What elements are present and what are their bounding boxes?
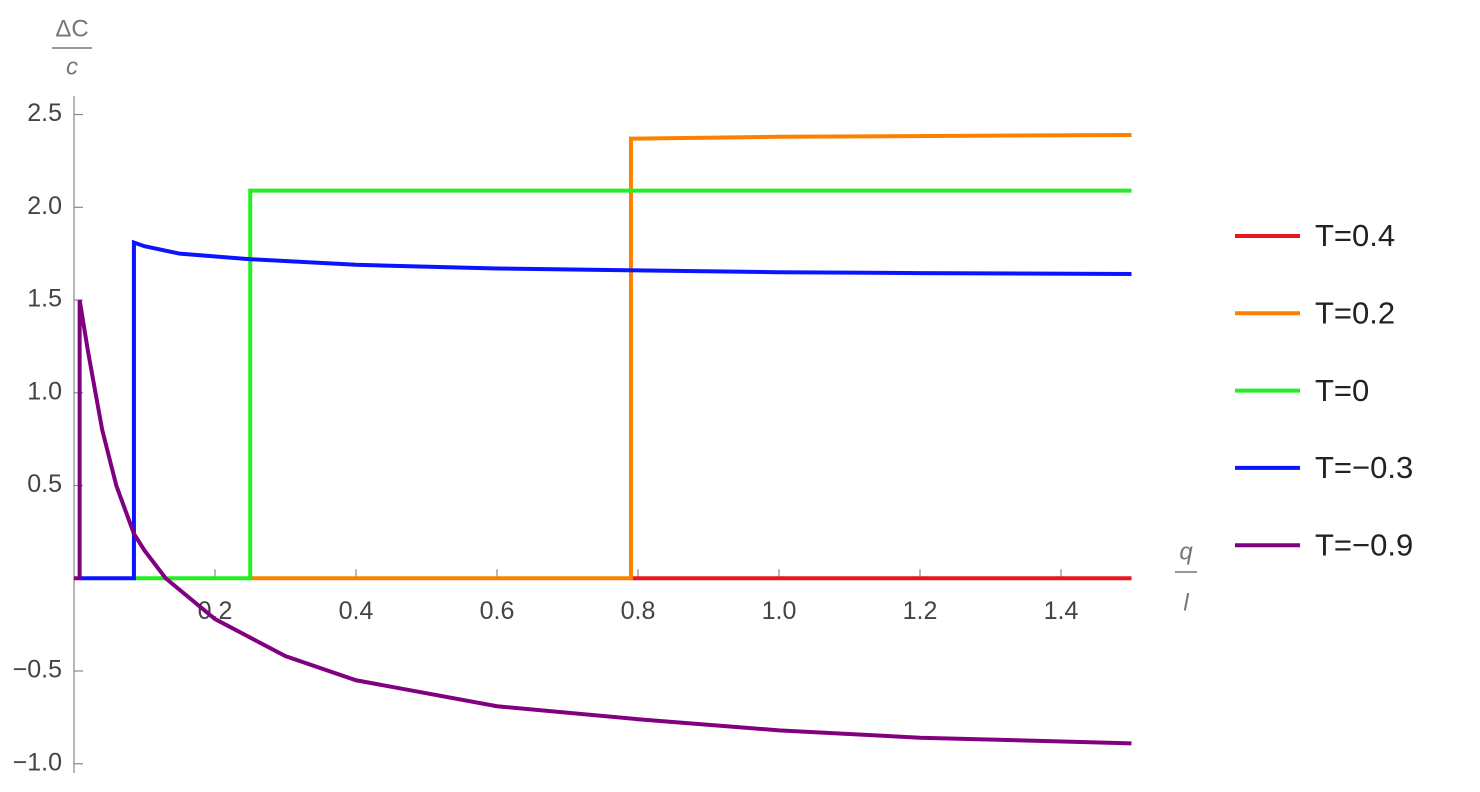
x-label-numerator: q — [1179, 538, 1193, 565]
series-line — [133, 188, 1132, 581]
series-line — [79, 239, 1132, 581]
legend-label: T=0 — [1315, 373, 1369, 408]
y-tick-label: 1.5 — [27, 285, 62, 313]
y-tick-label: −0.5 — [13, 656, 62, 684]
x-tick-label: 0.8 — [621, 597, 656, 625]
y-tick-label: 1.0 — [27, 377, 62, 405]
y-tick-label: 2.0 — [27, 192, 62, 220]
y-tick-label: −1.0 — [13, 748, 62, 776]
legend-label: T=0.4 — [1315, 218, 1395, 253]
series-line — [250, 132, 1132, 581]
legend-label: T=−0.3 — [1315, 450, 1413, 485]
legend-label: T=0.2 — [1315, 295, 1395, 330]
x-tick-label: 1.2 — [903, 597, 938, 625]
x-tick-label: 0.4 — [339, 597, 374, 625]
y-tick-label: 0.5 — [27, 470, 62, 498]
series-line — [74, 299, 1132, 746]
y-tick-label: 2.5 — [27, 99, 62, 127]
legend-label: T=−0.9 — [1315, 527, 1413, 562]
y-label-numerator: ΔC — [55, 15, 88, 42]
x-tick-label: 1.0 — [762, 597, 797, 625]
y-label-denominator: c — [66, 53, 78, 80]
x-tick-label: 0.6 — [480, 597, 515, 625]
x-label-denominator: l — [1183, 589, 1189, 616]
x-tick-label: 1.4 — [1044, 597, 1079, 625]
